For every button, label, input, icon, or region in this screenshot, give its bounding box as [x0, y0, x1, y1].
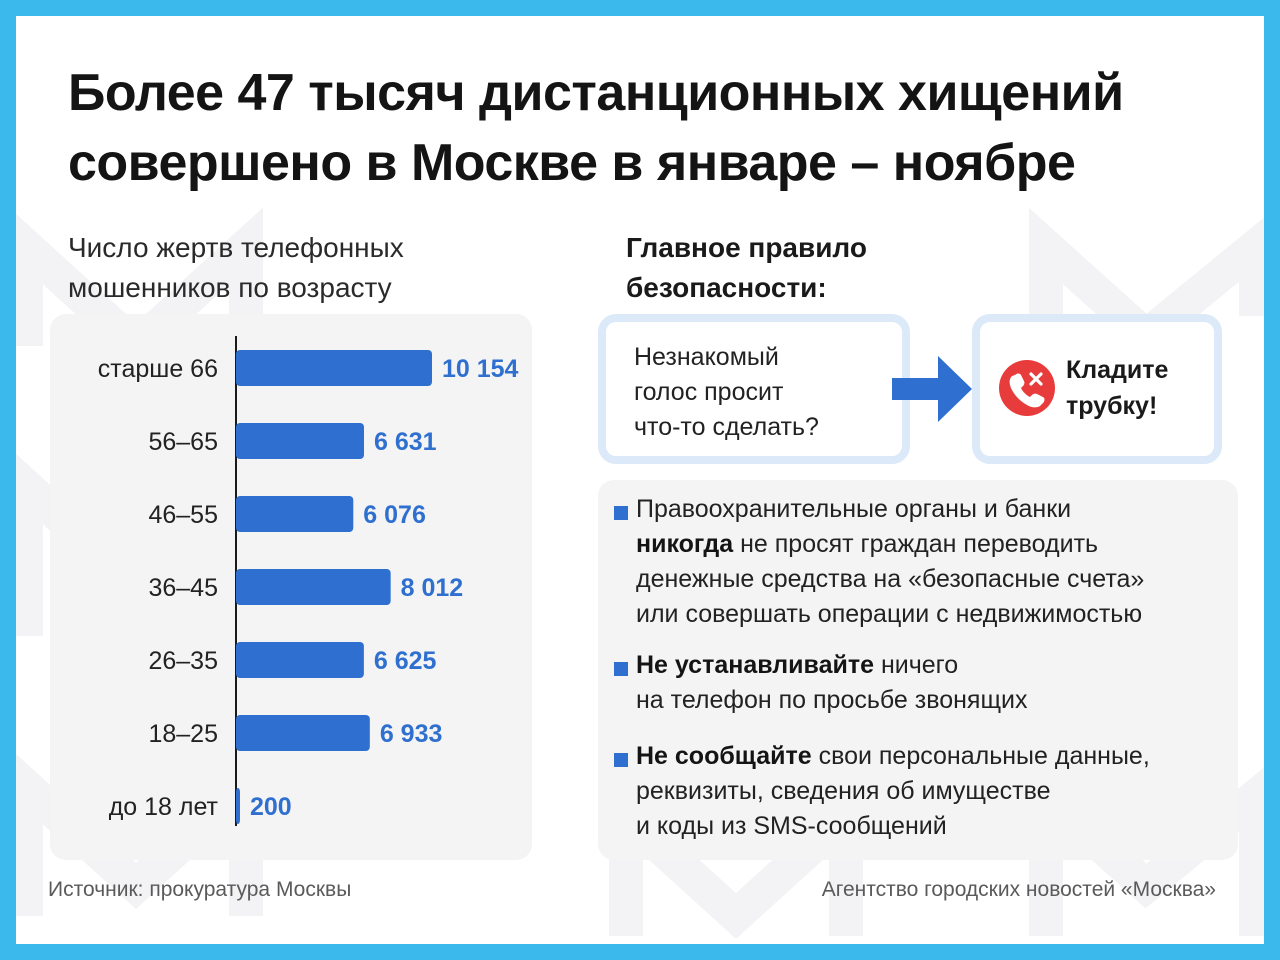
category-label: старше 66 [98, 355, 218, 383]
category-label: до 18 лет [109, 793, 219, 821]
answer-line-1: Кладите [1066, 356, 1169, 384]
tip-1-line-4: или совершать операции с недвижимостью [636, 600, 1143, 628]
tips-panel: Правоохранительные органы и банки никогд… [598, 480, 1238, 860]
title-line-2: совершено в Москве в январе – ноябре [68, 134, 1076, 192]
tip-3-line-2: реквизиты, сведения об имуществе [636, 777, 1051, 805]
category-label: 36–45 [148, 574, 218, 602]
value-label: 200 [250, 793, 292, 821]
rule-heading-line-1: Главное правило [626, 232, 867, 263]
arrow-right-icon [892, 356, 972, 422]
question-line-2: голос просит [634, 378, 784, 406]
value-label: 6 631 [374, 428, 437, 456]
title-line-1: Более 47 тысяч дистанционных хищений [68, 64, 1124, 122]
category-label: 46–55 [148, 501, 218, 529]
bar [236, 569, 391, 605]
bar [236, 496, 354, 532]
bar [236, 350, 432, 386]
bar [236, 715, 370, 751]
agency-credit: Агентство городских новостей «Москва» [821, 878, 1216, 901]
question-line-3: что-то сделать? [634, 413, 819, 441]
tip-2: Не устанавливайте ничего на телефон по п… [636, 648, 1236, 718]
tip-1-line-2: никогда не просят граждан переводить [636, 530, 1099, 558]
infographic: Более 47 тысяч дистанционных хищений сов… [16, 16, 1264, 944]
rule-heading: Главное правило безопасности: [626, 228, 946, 308]
bar [236, 423, 364, 459]
value-label: 8 012 [401, 574, 464, 602]
category-label: 18–25 [148, 720, 218, 748]
chart-heading: Число жертв телефонных мошенников по воз… [68, 228, 528, 308]
tip-3-line-3: и коды из SMS-сообщений [636, 812, 947, 840]
value-label: 6 625 [374, 647, 437, 675]
page-title: Более 47 тысяч дистанционных хищений сов… [68, 58, 1228, 198]
rule-heading-line-2: безопасности: [626, 272, 827, 303]
tip-2-line-2: на телефон по просьбе звонящих [636, 686, 1028, 714]
tip-3-line-1: Не сообщайте свои персональные данные, [636, 742, 1150, 770]
value-label: 10 154 [442, 355, 519, 383]
answer-line-2: трубку! [1066, 392, 1158, 420]
bullet-icon [614, 662, 628, 676]
hang-up-phone-icon [999, 360, 1055, 416]
question-box: Незнакомый голос просит что-то сделать? [598, 314, 910, 464]
category-label: 56–65 [148, 428, 218, 456]
tip-1: Правоохранительные органы и банки никогд… [636, 492, 1236, 632]
tip-2-line-1: Не устанавливайте ничего [636, 651, 959, 679]
chart-heading-line-2: мошенников по возрасту [68, 272, 392, 303]
chart-panel: старше 66 10 154 56–65 6 631 46–55 6 076 36–45… [50, 314, 532, 860]
bar [236, 642, 364, 678]
answer-box: Кладите трубку! [972, 314, 1222, 464]
hang-up-text: Кладите трубку! [1066, 352, 1206, 424]
bullet-icon [614, 753, 628, 767]
bullet-icon [614, 506, 628, 520]
chart-heading-line-1: Число жертв телефонных [68, 232, 404, 263]
source-note: Источник: прокуратура Москвы [48, 878, 352, 901]
tip-1-line-3: денежные средства на «безопасные счета» [636, 565, 1145, 593]
question-line-1: Незнакомый [634, 343, 779, 371]
category-label: 26–35 [148, 647, 218, 675]
tip-1-line-1: Правоохранительные органы и банки [636, 495, 1072, 523]
tip-3: Не сообщайте свои персональные данные, р… [636, 739, 1236, 844]
value-label: 6 076 [363, 501, 426, 529]
bar [236, 788, 240, 824]
age-bar-chart: старше 66 10 154 56–65 6 631 46–55 6 076 36–45… [98, 336, 519, 826]
value-label: 6 933 [380, 720, 443, 748]
